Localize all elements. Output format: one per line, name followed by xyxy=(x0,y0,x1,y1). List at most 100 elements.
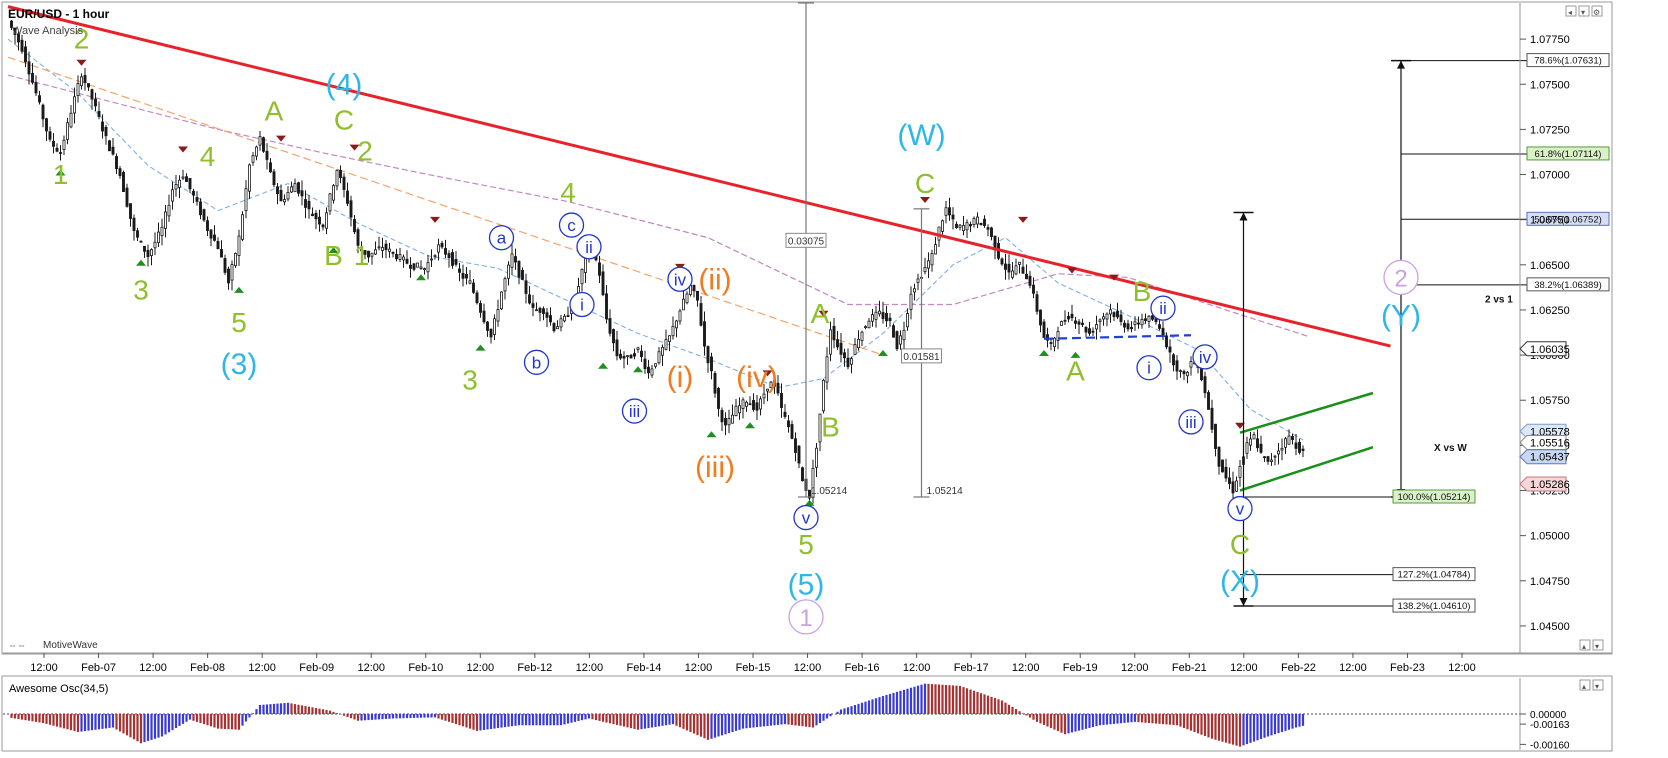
candle-body xyxy=(164,211,167,229)
pivot-high-marker xyxy=(1109,274,1119,281)
time-tick-label: Feb-22 xyxy=(1281,662,1316,674)
candle-body xyxy=(157,231,160,243)
price-tick-label: 1.06500 xyxy=(1530,260,1570,272)
candle-body xyxy=(1214,423,1217,449)
wave-circle xyxy=(1178,409,1204,435)
candle-body xyxy=(1102,316,1105,320)
arrow-up-icon[interactable] xyxy=(1579,639,1591,651)
svg-text:▴: ▴ xyxy=(1582,642,1586,651)
pivot-high-marker xyxy=(349,144,360,151)
price-tick-label: 1.07750 xyxy=(1530,34,1570,46)
candle-body xyxy=(1238,466,1242,478)
candle-body xyxy=(451,252,454,266)
candle-body xyxy=(892,325,895,338)
candle-body xyxy=(622,355,626,359)
wave-label: 1 xyxy=(354,240,370,271)
candle-body xyxy=(724,418,727,426)
pivot-high-marker xyxy=(762,370,773,377)
candle-body xyxy=(1301,448,1305,451)
candle-body xyxy=(139,240,143,243)
candle-body xyxy=(237,235,241,256)
candle-body xyxy=(1140,319,1144,326)
candle-body xyxy=(1056,330,1060,341)
green-channel-upper-line xyxy=(1239,391,1374,434)
candle-body xyxy=(80,76,83,87)
time-tick-label: 12:00 xyxy=(139,662,167,674)
candle-body xyxy=(829,329,832,355)
arrow-down-icon[interactable] xyxy=(1592,639,1604,651)
candle-body xyxy=(969,224,972,227)
candle-body xyxy=(272,171,276,186)
candle-body xyxy=(1252,434,1256,440)
pivot-low-marker xyxy=(475,344,486,351)
candle-body xyxy=(304,199,307,208)
pivot-low-marker xyxy=(234,286,244,293)
candle-body xyxy=(122,172,125,192)
candle-body xyxy=(745,401,748,407)
time-axis: 12:00 Feb-07 12:00 Feb-08 12:00 Feb-09 12:00 Fe… xyxy=(3,652,1612,674)
candle-body xyxy=(1109,309,1112,315)
candle-body xyxy=(818,413,822,443)
candle-body xyxy=(1217,446,1221,467)
panel-arrow-down-icon[interactable] xyxy=(1592,679,1604,691)
candle-body xyxy=(671,325,675,337)
candle-body xyxy=(216,241,220,250)
candle-body xyxy=(930,253,934,266)
candle-body xyxy=(1123,322,1126,328)
candle-body xyxy=(167,204,171,217)
candle-body xyxy=(864,326,867,328)
price-tag-label: 1.05516 xyxy=(1530,437,1570,449)
candle-body xyxy=(297,182,300,194)
candle-body xyxy=(17,33,20,43)
candle-body xyxy=(1151,315,1154,320)
candle-body xyxy=(1224,466,1228,479)
gear-icon[interactable] xyxy=(1591,5,1603,17)
candle-body xyxy=(41,104,45,120)
candle-body xyxy=(899,335,902,345)
fib-level-box xyxy=(1526,277,1610,292)
candle-body xyxy=(489,328,493,338)
candle-body xyxy=(83,75,87,84)
candle-body xyxy=(783,411,787,417)
time-tick-label: Feb-16 xyxy=(845,662,880,674)
candle-body xyxy=(675,320,678,329)
wave-label: B xyxy=(324,240,343,271)
candle-body xyxy=(423,268,426,271)
candle-body xyxy=(346,190,349,204)
candle-body xyxy=(1105,313,1109,320)
candle-body xyxy=(339,170,342,179)
candle-body xyxy=(416,262,419,268)
candle-body xyxy=(1119,314,1123,322)
candle-body xyxy=(1172,354,1175,366)
candle-body xyxy=(468,280,472,284)
oscillator-title: Awesome Osc(34,5) xyxy=(9,683,108,695)
candle-body xyxy=(1077,321,1081,325)
candle-body xyxy=(678,310,682,322)
red-resistance-trendline xyxy=(7,5,1391,348)
candle-body xyxy=(636,347,640,350)
wave-circle-label: b xyxy=(532,353,541,372)
panel-arrow-up-icon[interactable] xyxy=(1579,679,1591,691)
price-tick-label: 1.06750 xyxy=(1530,215,1570,227)
candle-body xyxy=(517,260,521,278)
candle-body xyxy=(1133,321,1137,325)
measurement-low-label: 1.05214 xyxy=(927,486,964,497)
candle-body xyxy=(780,393,783,408)
down-arrow-icon[interactable] xyxy=(1578,5,1590,17)
candle-body xyxy=(318,216,321,225)
fib-level-label: 78.6%(1.07631) xyxy=(1534,56,1602,67)
candle-body xyxy=(1074,320,1077,324)
candle-body xyxy=(1130,326,1133,330)
candle-body xyxy=(52,140,55,147)
candle-body xyxy=(542,308,545,314)
candle-body xyxy=(531,303,535,308)
candle-body xyxy=(486,321,489,331)
wave-label: A xyxy=(265,96,284,127)
candle-body xyxy=(1035,294,1039,312)
candle-body xyxy=(524,280,528,294)
left-arrow-icon[interactable] xyxy=(1565,5,1577,17)
candle-body xyxy=(552,323,556,332)
blue-neckline xyxy=(1043,334,1192,340)
wave-circle-label: a xyxy=(497,229,507,248)
